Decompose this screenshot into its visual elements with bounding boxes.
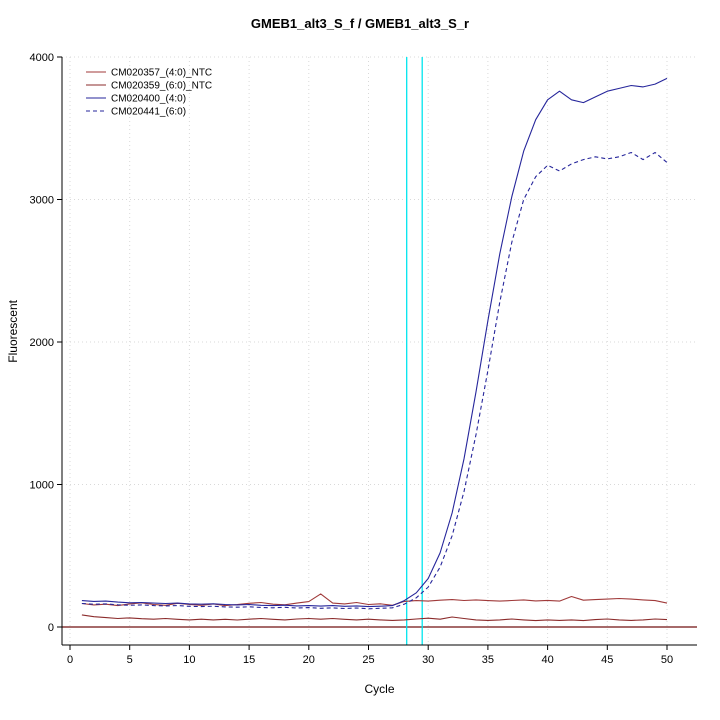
x-tick-label: 15	[243, 654, 255, 666]
legend-item-label: CM020359_(6:0)_NTC	[111, 81, 212, 92]
x-axis-label: Cycle	[364, 682, 395, 696]
x-tick-label: 5	[127, 654, 133, 666]
y-axis-label: Fluorescent	[6, 300, 20, 363]
series-line-2	[81, 77, 668, 608]
x-tick-label: 50	[661, 654, 673, 666]
chart-title: GMEB1_alt3_S_f / GMEB1_alt3_S_r	[250, 16, 470, 31]
x-tick-label: 25	[362, 654, 374, 666]
legend-item-label: CM020357_(4:0)_NTC	[111, 68, 212, 79]
legend: CM020357_(4:0)_NTC CM020359_(6:0)_NTC CM02…	[86, 68, 212, 118]
legend-item-label: CM020400_(4:0)	[111, 94, 186, 105]
x-tick-label: 20	[303, 654, 315, 666]
x-tick-label: 35	[482, 654, 494, 666]
legend-item-label: CM020441_(6:0)	[111, 107, 186, 118]
x-tick-label: 10	[183, 654, 195, 666]
y-tick-label: 2000	[30, 337, 54, 349]
x-tick-label: 40	[541, 654, 553, 666]
y-tick-label: 1000	[30, 480, 54, 492]
y-tick-label: 0	[48, 622, 54, 634]
x-tick-label: 30	[422, 654, 434, 666]
series-line-3	[81, 151, 668, 610]
x-tick-label: 0	[67, 654, 73, 666]
y-tick-label: 3000	[30, 195, 54, 207]
y-tick-label: 4000	[30, 52, 54, 64]
series-line-1	[81, 614, 668, 622]
x-tick-label: 45	[601, 654, 613, 666]
